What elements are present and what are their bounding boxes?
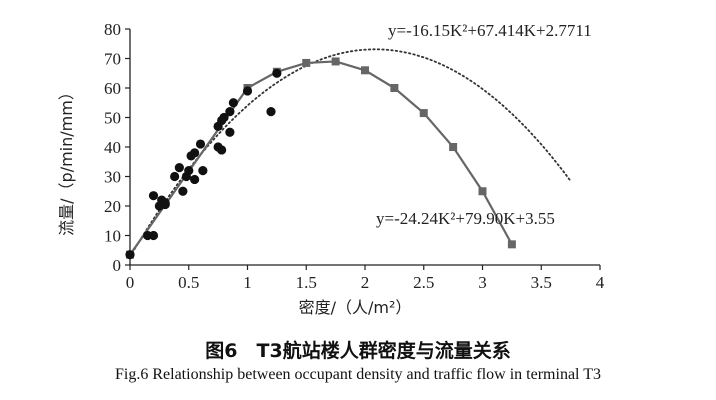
scatter-point	[190, 174, 200, 185]
scatter-point	[190, 148, 200, 158]
line-marker	[390, 84, 399, 92]
x-tick-label: 3.5	[531, 273, 552, 292]
scatter-point	[266, 107, 276, 117]
fit-curve-dotted	[129, 48, 572, 258]
x-tick-label: 0	[126, 273, 135, 292]
y-tick-label: 50	[104, 109, 121, 128]
line-marker	[478, 187, 487, 196]
x-tick-label: 4	[596, 273, 605, 292]
x-tick-label: 1.5	[296, 273, 317, 292]
x-ticks: 0 0.5 1 1.5 2 2.5 3 3.5 4	[126, 265, 605, 292]
y-tick-label: 80	[104, 20, 121, 39]
scatter-point	[272, 68, 282, 78]
scatter-point	[242, 86, 253, 96]
x-tick-label: 2.5	[413, 273, 434, 292]
x-tick-label: 3	[478, 273, 487, 292]
scatter-point	[225, 127, 235, 137]
line-equation-label: y=-24.24K²+79.90K+3.55	[376, 209, 555, 228]
y-axis-label: 流量/（p/min/mm）	[57, 84, 76, 236]
x-tick-label: 1	[243, 273, 252, 292]
caption-chinese: 图6 T3航站楼人群密度与流量关系	[205, 340, 511, 362]
scatter-point	[219, 112, 229, 123]
y-tick-label: 70	[104, 50, 121, 69]
scatter-point	[170, 171, 180, 182]
scatter-point	[184, 166, 194, 176]
line-marker	[419, 109, 428, 118]
y-tick-label: 10	[104, 227, 121, 246]
scatter-point	[148, 230, 159, 241]
y-tick-label: 0	[113, 256, 122, 275]
scatter-point	[217, 145, 227, 155]
scatter-point	[195, 139, 206, 149]
scatter-point	[125, 250, 135, 260]
x-tick-label: 2	[361, 273, 370, 292]
x-tick-label: 0.5	[178, 273, 199, 292]
scatter-point	[174, 163, 184, 173]
x-axis-label: 密度/（人/m²）	[299, 298, 412, 317]
line-marker	[331, 57, 340, 66]
line-marker	[302, 58, 311, 67]
scatter-point	[178, 186, 188, 196]
scatter-point	[225, 107, 235, 117]
chart-canvas: 0 0.5 1 1.5 2 2.5 3 3.5 4 0 10 20 30 40 50 60 70 80 y=-1…	[57, 20, 605, 317]
line-marker	[507, 240, 516, 249]
y-tick-label: 60	[104, 79, 121, 98]
scatter-points	[125, 68, 282, 260]
line-marker	[361, 66, 369, 75]
y-tick-label: 20	[104, 197, 121, 216]
line-marker	[449, 143, 458, 151]
fit-equation-label: y=-16.15K²+67.414K+2.7711	[388, 21, 592, 40]
scatter-point	[228, 98, 238, 108]
y-tick-label: 40	[104, 138, 121, 157]
scatter-point	[160, 199, 170, 210]
y-tick-label: 30	[104, 168, 121, 187]
scatter-point	[148, 191, 159, 201]
line-markers	[126, 57, 516, 259]
y-ticks: 0 10 20 30 40 50 60 70 80	[104, 20, 130, 275]
scatter-point	[198, 166, 208, 176]
caption-english: Fig.6 Relationship between occupant dens…	[115, 366, 601, 383]
